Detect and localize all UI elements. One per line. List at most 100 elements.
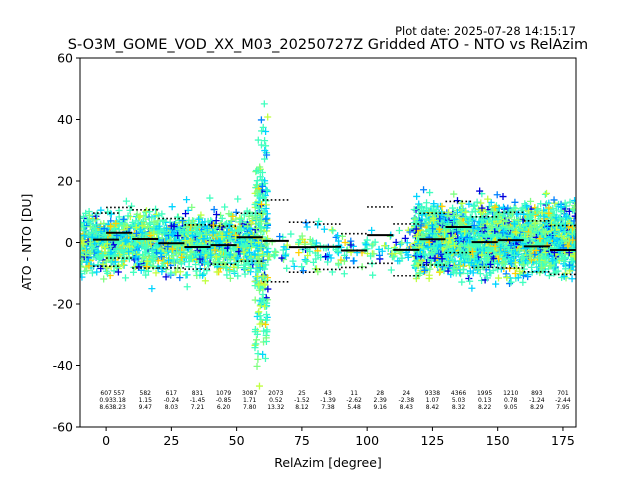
- scatter-point: [303, 223, 311, 231]
- scatter-point: [504, 204, 512, 212]
- scatter-point: [381, 242, 389, 250]
- scatter-point: [396, 240, 404, 248]
- scatter-point: [558, 237, 566, 245]
- scatter-point: [490, 259, 498, 267]
- scatter-point: [150, 230, 158, 238]
- scatter-point: [281, 252, 289, 260]
- scatter-point: [125, 248, 133, 256]
- scatter-point: [177, 260, 185, 268]
- scatter-point: [258, 182, 266, 190]
- scatter-point: [196, 230, 204, 238]
- scatter-point: [496, 250, 504, 258]
- scatter-point: [256, 163, 264, 171]
- scatter-point: [477, 208, 485, 216]
- scatter-point: [234, 254, 242, 262]
- scatter-point: [322, 244, 330, 252]
- scatter-point: [209, 229, 217, 237]
- scatter-point: [80, 273, 86, 281]
- chart-title: S-O3M_GOME_VOD_XX_M03_20250727Z Gridded …: [68, 37, 588, 53]
- scatter-point: [465, 200, 473, 208]
- scatter-point: [543, 189, 551, 197]
- bin-mean-label: 0.93: [99, 397, 113, 404]
- bin-std-label: 5.48: [347, 404, 361, 411]
- scatter-point: [566, 261, 574, 269]
- scatter-point: [507, 258, 515, 266]
- scatter-point: [423, 216, 431, 224]
- scatter-point: [569, 236, 576, 244]
- scatter-point: [209, 221, 217, 229]
- scatter-point: [567, 250, 575, 258]
- scatter-point: [158, 268, 166, 276]
- bin-std-label: 8.32: [452, 404, 466, 411]
- scatter-point: [521, 200, 529, 208]
- scatter-point: [412, 225, 420, 233]
- scatter-point: [236, 218, 244, 226]
- scatter-point: [254, 136, 262, 144]
- scatter-point: [287, 230, 295, 238]
- scatter-point: [117, 246, 125, 254]
- scatter-point: [565, 223, 573, 231]
- scatter-point: [200, 259, 208, 267]
- scatter-point: [188, 203, 196, 211]
- scatter-point: [110, 267, 118, 275]
- scatter-point: [261, 241, 269, 249]
- scatter-point: [192, 261, 200, 269]
- scatter-point: [183, 196, 191, 204]
- bin-mean-label: -0.85: [216, 397, 232, 404]
- scatter-point: [511, 251, 519, 259]
- scatter-point: [226, 251, 234, 259]
- scatter-point: [80, 257, 86, 265]
- scatter-point: [458, 278, 466, 286]
- bin-std-label: 7.38: [321, 404, 335, 411]
- scatter-point: [136, 212, 144, 220]
- scatter-point: [550, 269, 558, 277]
- scatter-point: [103, 264, 111, 272]
- scatter-point: [261, 281, 269, 289]
- scatter-point: [466, 277, 474, 285]
- scatter-point: [468, 248, 476, 256]
- scatter-point: [262, 205, 270, 213]
- scatter-point: [258, 200, 266, 208]
- plot-date: Plot date: 2025-07-28 14:15:17: [395, 24, 576, 38]
- scatter-point: [158, 210, 166, 218]
- bin-std-label: 8.63: [99, 404, 113, 411]
- scatter-point: [314, 251, 322, 259]
- scatter-point: [212, 253, 220, 261]
- scatter-point: [261, 147, 269, 155]
- scatter-point: [560, 257, 568, 265]
- scatter-point: [168, 203, 176, 211]
- scatter-point: [203, 267, 211, 275]
- scatter-point: [259, 123, 267, 131]
- bin-mean-label: 1.71: [243, 397, 257, 404]
- scatter-point: [279, 246, 287, 254]
- scatter-point: [421, 266, 429, 274]
- scatter-point: [428, 250, 436, 258]
- scatter-point: [149, 252, 157, 260]
- scatter-point: [438, 219, 446, 227]
- scatter-point: [80, 213, 87, 221]
- scatter-point: [204, 217, 212, 225]
- scatter-point: [426, 189, 434, 197]
- scatter-point: [484, 246, 492, 254]
- scatter-point: [347, 241, 355, 249]
- scatter-point: [569, 224, 576, 232]
- scatter-point: [196, 255, 204, 263]
- scatter-point: [263, 328, 271, 336]
- scatter-point: [207, 251, 215, 259]
- scatter-point: [441, 228, 449, 236]
- scatter-point: [495, 274, 503, 282]
- scatter-point: [255, 308, 263, 316]
- bin-mean-label: 0.78: [504, 397, 518, 404]
- scatter-point: [251, 296, 259, 304]
- scatter-point: [107, 222, 115, 230]
- scatter-point: [148, 247, 156, 255]
- scatter-point: [468, 208, 476, 216]
- scatter-point: [474, 225, 482, 233]
- scatter-point: [526, 224, 534, 232]
- scatter-point: [280, 255, 288, 263]
- y-tick-label: -20: [53, 297, 73, 312]
- scatter-point: [253, 232, 261, 240]
- scatter-point: [252, 340, 260, 348]
- scatter-point: [490, 255, 498, 263]
